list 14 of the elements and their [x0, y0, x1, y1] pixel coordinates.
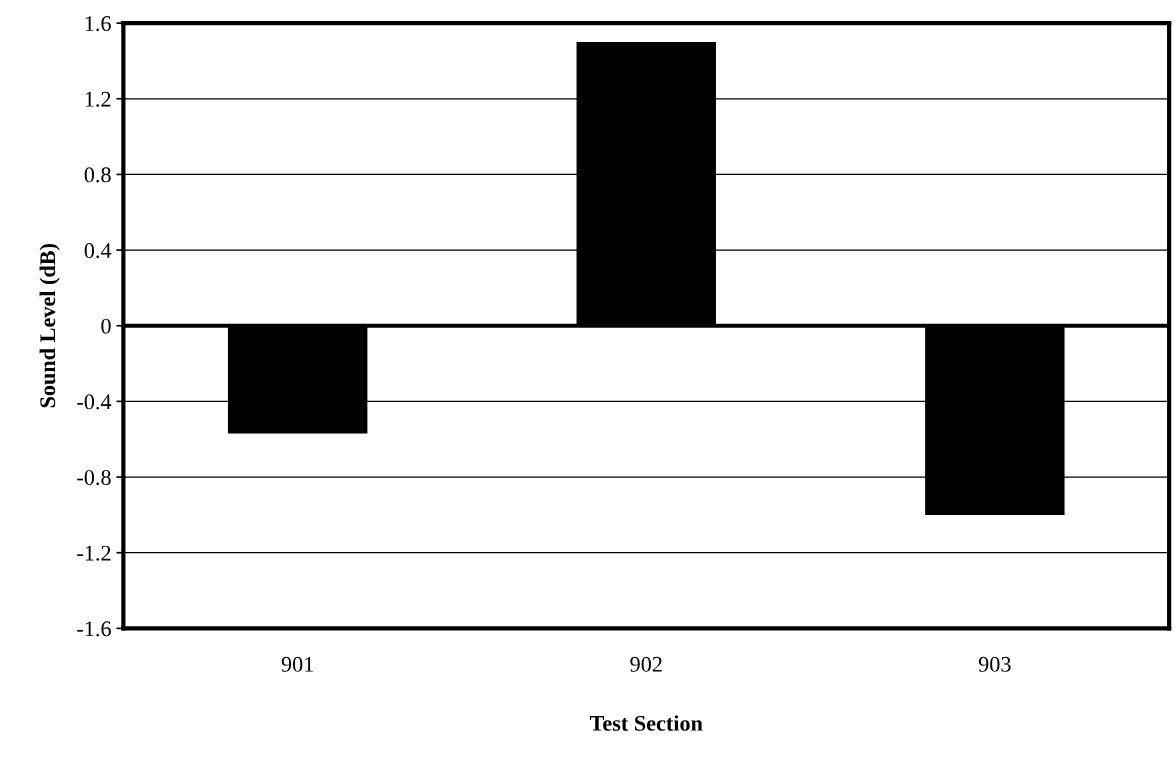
x-tick-label: 902 [630, 656, 662, 672]
y-tick-label: -0.8 [77, 469, 111, 486]
y-tick-label: 1.2 [85, 91, 111, 107]
y-tick-label: 0.4 [84, 243, 112, 259]
y-tick-label: 0.8 [84, 167, 111, 183]
x-tick-label: 903 [978, 656, 1011, 672]
y-tick-label: 1.6 [85, 16, 111, 32]
x-tick-label: 901 [281, 656, 313, 672]
y-tick-label: -1.2 [77, 545, 111, 561]
x-axis-title: Test Section [589, 715, 703, 731]
y-tick-label: -0.4 [77, 394, 112, 410]
y-tick-label: -1.6 [77, 621, 111, 637]
y-axis-title: Sound Level (dB) [39, 243, 60, 408]
y-tick-label: 0 [101, 318, 111, 334]
